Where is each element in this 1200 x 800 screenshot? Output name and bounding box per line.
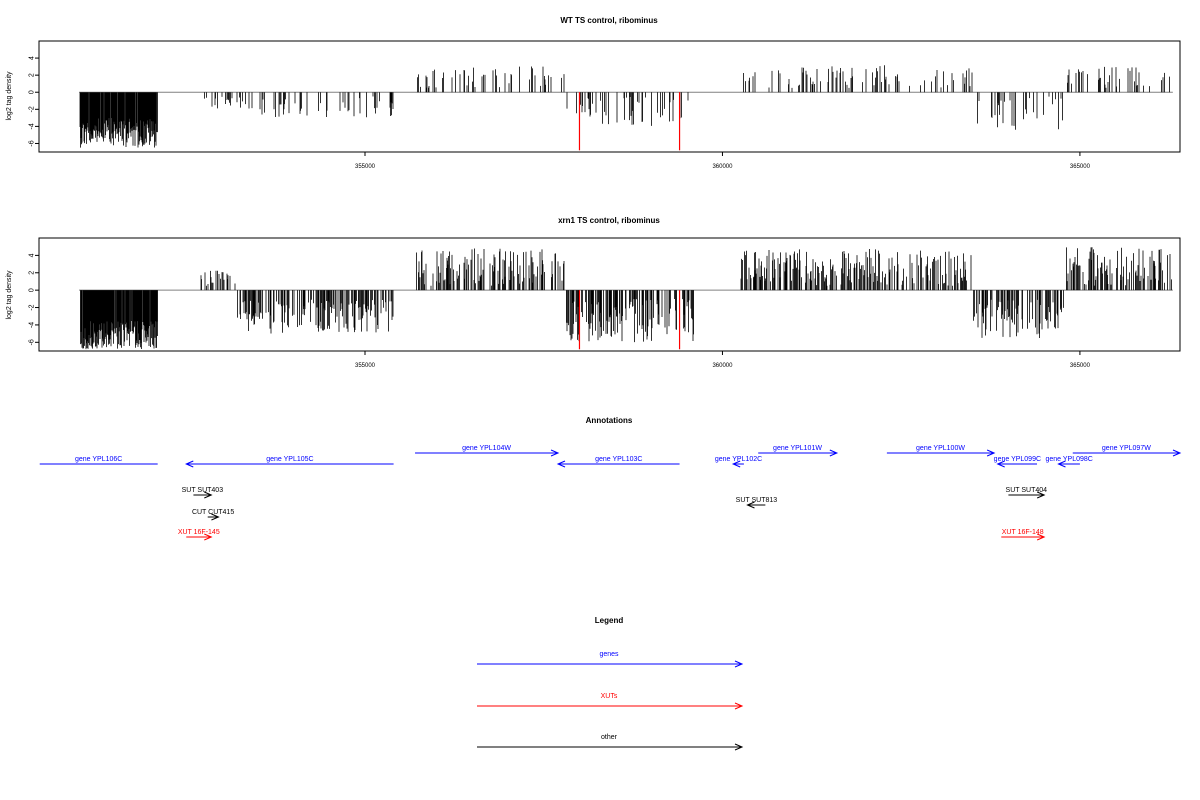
density-bar-path [79, 65, 1170, 148]
feature-label: gene YPL102C [715, 456, 762, 463]
y-tick-label: 0 [29, 288, 36, 292]
y-axis-wt: -6 -4 -2 0 2 4 [29, 56, 39, 147]
feature-label: gene YPL105C [266, 456, 313, 463]
x-tick-label: 365000 [1070, 363, 1091, 369]
feature-label: XUT 16F-145 [178, 529, 220, 536]
x-axis-wt: 355000 360000 365000 [355, 152, 1091, 170]
annotations-panel: Annotations gene YPL106C gene YPL105Cgene… [39, 416, 1182, 541]
legend-entries: genes XUTs other [477, 651, 744, 751]
feature-label: SUT SUT403 [182, 487, 224, 494]
red-markers-xrn1 [578, 290, 681, 350]
feature-arrow-head [1172, 449, 1182, 457]
x-axis-xrn1: 355000 360000 365000 [355, 351, 1091, 369]
y-axis-label-wt: log2 tag density [6, 71, 13, 121]
feature-arrow-head [185, 460, 194, 468]
y-tick-label: -4 [29, 123, 36, 129]
chart-title-xrn1: xrn1 TS control, ribominus [558, 216, 660, 225]
legend-arrow-other-head [734, 743, 744, 751]
density-bars-xrn1 [80, 247, 1172, 350]
legend-arrow-xut-head [734, 702, 744, 710]
y-tick-label: 4 [29, 253, 36, 257]
panel-wt: WT TS control, ribominus -6 -4 -2 0 2 4 35500… [6, 16, 1181, 170]
feature-arrow-head [1036, 533, 1046, 541]
y-axis-label-xrn1: log2 tag density [6, 270, 13, 320]
x-tick-label: 360000 [712, 363, 733, 369]
feature-arrow-head [731, 460, 741, 468]
feature-arrow-head [1036, 491, 1046, 499]
annotation-features: gene YPL106C gene YPL105C gene YPL104W gene… [39, 445, 1182, 541]
y-axis-xrn1: -6 -4 -2 0 2 4 [29, 253, 39, 345]
feature-label: gene YPL098C [1046, 456, 1093, 463]
x-tick-label: 355000 [355, 363, 376, 369]
feature-arrow-head [829, 449, 839, 457]
legend-label-other: other [601, 734, 618, 741]
y-tick-label: 0 [29, 90, 36, 94]
y-tick-label: -2 [29, 304, 36, 310]
y-tick-label: 4 [29, 56, 36, 60]
feature-label: SUT SUT404 [1006, 487, 1048, 494]
plot-frame-wt [38, 40, 1181, 153]
feature-arrow-head [996, 460, 1005, 468]
density-bars-wt [79, 65, 1170, 148]
density-bar-path [80, 247, 1172, 350]
feature-arrow-head [1057, 460, 1066, 468]
y-tick-label: 2 [29, 271, 36, 275]
legend-label-xut: XUTs [601, 693, 618, 700]
feature-label: CUT CUT415 [192, 509, 234, 516]
y-tick-label: -6 [29, 339, 36, 345]
feature-label: gene YPL103C [595, 456, 642, 463]
red-markers-wt [578, 92, 681, 151]
y-tick-label: -2 [29, 106, 36, 112]
feature-label: gene YPL099C [994, 456, 1041, 463]
feature-arrow-head [204, 533, 213, 541]
feature-label: gene YPL097W [1102, 445, 1151, 452]
chart-title-wt: WT TS control, ribominus [560, 16, 658, 25]
y-tick-label: -6 [29, 140, 36, 146]
feature-label: gene YPL106C [75, 456, 122, 463]
feature-arrow-head [556, 460, 566, 468]
feature-arrow-head [746, 501, 755, 509]
feature-label: XUT 16F-148 [1002, 529, 1044, 536]
legend-arrow-gene-head [734, 660, 744, 668]
feature-arrow-head [550, 449, 560, 457]
feature-arrow-head [986, 449, 996, 457]
feature-label: SUT SUT813 [736, 497, 778, 504]
legend-label-gene: genes [599, 651, 619, 658]
y-tick-label: 2 [29, 73, 36, 77]
annotations-title: Annotations [586, 416, 633, 425]
panel-xrn1: xrn1 TS control, ribominus -6 -4 -2 0 2 4 355… [6, 216, 1181, 369]
x-tick-label: 355000 [355, 164, 376, 170]
feature-label: gene YPL100W [916, 445, 965, 452]
y-tick-label: -4 [29, 322, 36, 328]
plot-frame-xrn1 [38, 237, 1181, 352]
legend-title: Legend [595, 616, 624, 625]
feature-arrow-head [204, 491, 213, 499]
feature-arrow-head [211, 513, 220, 521]
x-tick-label: 365000 [1070, 164, 1091, 170]
x-tick-label: 360000 [712, 164, 733, 170]
feature-label: gene YPL101W [773, 445, 822, 452]
legend-panel: Legend genes XUTs other [477, 616, 744, 751]
feature-label: gene YPL104W [462, 445, 511, 452]
